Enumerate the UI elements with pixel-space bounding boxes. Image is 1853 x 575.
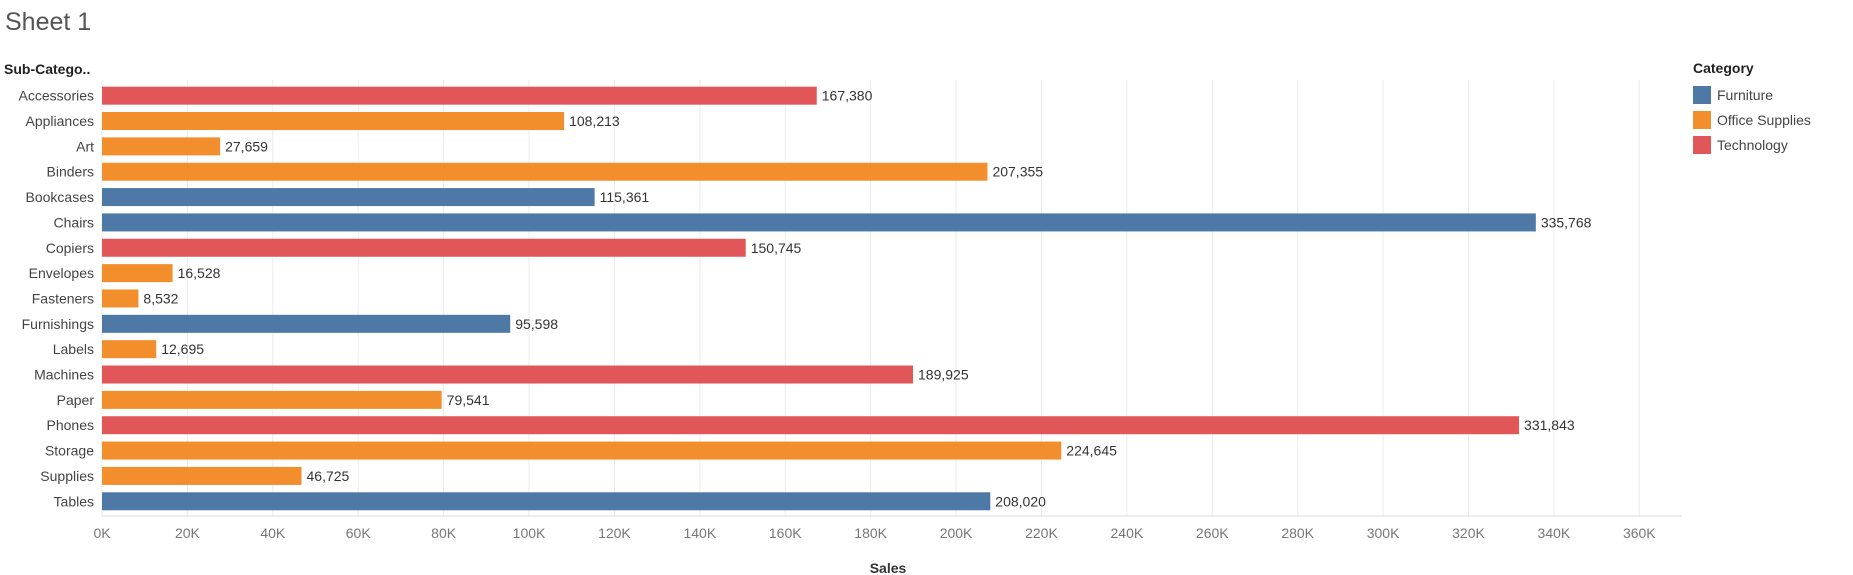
- x-tick-label: 300K: [1367, 525, 1400, 541]
- sheet-title: Sheet 1: [5, 8, 92, 36]
- x-tick-label: 160K: [769, 525, 802, 541]
- category-label: Tables: [54, 493, 94, 509]
- x-tick-label: 200K: [940, 525, 973, 541]
- category-label: Appliances: [26, 113, 95, 129]
- data-label: 331,843: [1524, 417, 1575, 433]
- x-tick-label: 180K: [854, 525, 887, 541]
- row-header-subcategory[interactable]: Sub-Catego..: [4, 61, 91, 77]
- bar-tables[interactable]: [102, 492, 991, 511]
- x-tick-label: 240K: [1111, 525, 1144, 541]
- category-label: Machines: [34, 367, 94, 383]
- category-label: Accessories: [19, 88, 94, 104]
- category-label: Chairs: [54, 214, 94, 230]
- category-label: Supplies: [40, 468, 94, 484]
- x-tick-label: 60K: [346, 525, 372, 541]
- legend-item[interactable]: Furniture: [1693, 82, 1811, 107]
- data-label: 108,213: [569, 113, 620, 129]
- legend-label: Technology: [1717, 136, 1788, 153]
- bar-paper[interactable]: [102, 390, 442, 409]
- category-label: Storage: [45, 443, 94, 459]
- bar-storage[interactable]: [102, 441, 1062, 460]
- x-tick-label: 140K: [683, 525, 716, 541]
- legend-label: Office Supplies: [1717, 111, 1811, 128]
- x-tick-label: 260K: [1196, 525, 1229, 541]
- data-label: 79,541: [447, 392, 490, 408]
- data-label: 27,659: [225, 138, 268, 154]
- legend-item[interactable]: Office Supplies: [1693, 107, 1811, 132]
- data-label: 167,380: [822, 88, 873, 104]
- data-label: 189,925: [918, 367, 969, 383]
- legend-swatch: [1693, 85, 1711, 104]
- data-label: 46,725: [307, 468, 350, 484]
- data-label: 207,355: [992, 164, 1043, 180]
- x-tick-label: 320K: [1452, 525, 1485, 541]
- bar-phones[interactable]: [102, 416, 1520, 435]
- bar-chart: 0K 20K 40K 60K 80K 100K 120K 140K 160K 180K 200K 22…: [19, 80, 1682, 575]
- category-label: Envelopes: [29, 265, 94, 281]
- legend-swatch: [1693, 135, 1711, 154]
- category-label: Copiers: [46, 240, 94, 256]
- data-label: 16,528: [178, 265, 221, 281]
- legend-label: Furniture: [1717, 86, 1774, 103]
- data-label: 95,598: [515, 316, 558, 332]
- category-label: Fasteners: [32, 290, 94, 306]
- data-label: 115,361: [600, 189, 650, 205]
- data-label: 335,768: [1541, 214, 1592, 230]
- category-label: Paper: [57, 392, 95, 408]
- category-label: Bookcases: [26, 189, 94, 205]
- bar-copiers[interactable]: [102, 238, 746, 257]
- legend: Category Furniture Office Supplies Technol…: [1693, 60, 1811, 157]
- bar-bookcases[interactable]: [102, 188, 595, 207]
- bar-envelopes[interactable]: [102, 264, 173, 283]
- x-tick-label: 280K: [1281, 525, 1314, 541]
- legend-swatch: [1693, 110, 1711, 129]
- category-label: Labels: [53, 341, 94, 357]
- data-label: 224,645: [1066, 443, 1117, 459]
- legend-title: Category: [1693, 60, 1754, 76]
- bar-art[interactable]: [102, 137, 221, 156]
- bar-accessories[interactable]: [102, 86, 817, 105]
- bar-furnishings[interactable]: [102, 314, 511, 333]
- x-tick-label: 120K: [598, 525, 631, 541]
- x-tick-label: 20K: [175, 525, 201, 541]
- data-label: 208,020: [995, 493, 1046, 509]
- bar-machines[interactable]: [102, 365, 914, 384]
- bar-binders[interactable]: [102, 162, 988, 181]
- legend-item[interactable]: Technology: [1693, 132, 1811, 157]
- bar-labels[interactable]: [102, 340, 157, 359]
- x-tick-label: 80K: [431, 525, 457, 541]
- x-axis-title: Sales: [870, 560, 907, 575]
- bar-appliances[interactable]: [102, 112, 565, 131]
- bar-chairs[interactable]: [102, 213, 1536, 232]
- x-tick-label: 100K: [513, 525, 546, 541]
- data-label: 150,745: [751, 240, 802, 256]
- data-label: 8,532: [143, 290, 178, 306]
- bar-fasteners[interactable]: [102, 289, 139, 308]
- category-label: Binders: [47, 164, 94, 180]
- x-tick-label: 220K: [1025, 525, 1058, 541]
- category-label: Phones: [47, 417, 94, 433]
- bar-supplies[interactable]: [102, 466, 302, 485]
- category-label: Furnishings: [22, 316, 94, 332]
- x-tick-label: 40K: [260, 525, 286, 541]
- category-label: Art: [76, 138, 94, 154]
- x-tick-label: 0K: [93, 525, 111, 541]
- x-tick-label: 340K: [1538, 525, 1571, 541]
- data-label: 12,695: [161, 341, 204, 357]
- x-tick-label: 360K: [1623, 525, 1656, 541]
